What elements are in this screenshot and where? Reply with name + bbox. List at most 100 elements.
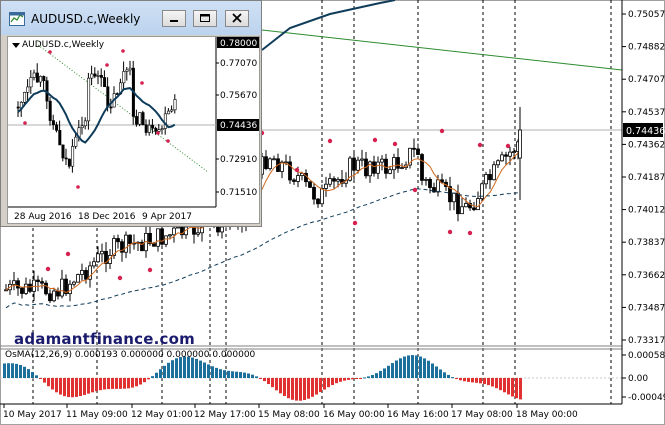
candle-body — [312, 186, 316, 200]
osma-bar — [471, 378, 474, 383]
inset-fractal-marker — [76, 185, 80, 189]
candle-body — [172, 227, 176, 236]
candle-body — [508, 151, 512, 157]
osma-bar — [251, 374, 254, 378]
inset-candle-body — [135, 116, 139, 125]
inset-candle-body — [144, 124, 148, 133]
candle-body — [16, 280, 20, 289]
osma-bar — [223, 370, 226, 378]
candle-body — [518, 129, 522, 159]
osma-bar — [11, 363, 14, 378]
osma-bar — [235, 371, 238, 378]
osma-bar — [255, 376, 258, 378]
candle-body — [380, 158, 384, 163]
candle-body — [480, 183, 484, 199]
inset-chart-label: AUDUSD.c,Weekly — [22, 40, 105, 50]
candle-body — [156, 228, 160, 247]
close-button[interactable] — [225, 10, 249, 27]
inset-time-label: 18 Dec 2016 — [78, 212, 136, 222]
close-icon — [232, 13, 242, 23]
inset-candle-body — [128, 67, 132, 71]
candle-body — [88, 265, 92, 280]
candle-body — [96, 253, 100, 263]
candle-body — [104, 250, 108, 264]
inset-candle-body — [87, 77, 91, 122]
fractals — [45, 128, 511, 281]
osma-bar — [27, 369, 30, 378]
candle-body — [216, 226, 220, 233]
slow-ma-line — [5, 188, 519, 309]
osma-bar — [507, 378, 510, 395]
candle-body — [128, 234, 132, 245]
osma-bar — [99, 378, 102, 391]
fractal-marker — [372, 137, 378, 143]
current-price-value: 0.74436 — [626, 126, 665, 137]
price-axis: 0.75057 0.74882 0.74707 0.74537 0.74362 0.741… — [622, 10, 665, 346]
inset-fractal-marker — [23, 121, 27, 125]
minimize-button[interactable] — [162, 10, 186, 27]
inset-top-price: 0.78000 — [220, 39, 257, 49]
fractal-marker — [447, 229, 453, 235]
inset-candle-body — [106, 86, 110, 108]
candle-body — [52, 290, 56, 302]
trendline[interactable] — [261, 29, 623, 71]
osma-bar — [315, 378, 318, 395]
osma-bar — [439, 369, 442, 378]
candle-body — [200, 226, 204, 234]
osma-bar — [187, 356, 190, 378]
inset-candle-body — [154, 127, 158, 132]
inset-time-label: 28 Aug 2016 — [14, 212, 72, 222]
inset-current-price: 0.74436 — [220, 121, 257, 131]
dropdown-triangle-icon[interactable] — [11, 42, 21, 50]
osma-bar — [63, 378, 66, 397]
inset-window-weekly[interactable]: AUDUSD.c,Weekly 0.77070 0.75670 0.72910 0.7… — [0, 0, 262, 227]
osma-bar — [55, 378, 58, 393]
inset-candle-body — [51, 120, 55, 126]
current-price-tag — [623, 123, 663, 137]
chart-window-icon — [9, 12, 25, 26]
osma-bar — [191, 357, 194, 378]
candle-body — [500, 154, 504, 162]
inset-candle-body — [170, 109, 174, 112]
osma-histogram — [3, 355, 522, 401]
osma-bar — [443, 372, 446, 378]
inset-window-title: AUDUSD.c,Weekly — [31, 12, 141, 26]
osma-bar — [415, 355, 418, 378]
osma-bar — [311, 378, 314, 397]
osma-bar — [323, 378, 326, 390]
candle-body — [12, 280, 16, 285]
inset-chart-area[interactable]: 0.77070 0.75670 0.72910 0.71510 28 Aug 2016… — [7, 36, 260, 224]
candle-body — [512, 151, 516, 153]
osma-bar — [123, 378, 126, 389]
osma-bar — [327, 378, 330, 388]
candle-body — [424, 178, 428, 181]
osma-bar — [239, 372, 242, 378]
inset-time-axis: 28 Aug 2016 18 Dec 2016 9 Apr 2017 — [14, 212, 192, 222]
candle-body — [176, 226, 180, 229]
candle-body — [284, 161, 288, 164]
inset-candle-body — [122, 71, 126, 84]
inset-titlebar[interactable]: AUDUSD.c,Weekly — [1, 1, 261, 35]
osma-bar — [503, 378, 506, 393]
time-tick-label: 18 May 00:00 — [516, 410, 578, 420]
time-tick-label: 12 May 17:00 — [194, 410, 256, 420]
osma-bar — [171, 360, 174, 378]
osma-bar — [347, 378, 350, 380]
osma-bar — [87, 378, 90, 394]
osma-bar — [195, 358, 198, 378]
candle-body — [192, 226, 196, 235]
fractal-marker — [505, 143, 511, 149]
osma-bar — [391, 363, 394, 378]
maximize-button[interactable] — [193, 10, 217, 27]
osma-bar — [259, 378, 262, 379]
price-tick-label: 0.75057 — [628, 10, 665, 20]
inset-chart[interactable]: 0.77070 0.75670 0.72910 0.71510 28 Aug 2016… — [8, 37, 259, 223]
osma-bar — [431, 363, 434, 378]
osma-bar — [211, 366, 214, 378]
inset-fractal-marker — [156, 131, 160, 135]
candle-body — [160, 228, 164, 245]
price-tick-label: 0.74537 — [628, 108, 665, 118]
inset-candle-body — [67, 158, 71, 167]
candle-body — [308, 181, 312, 188]
inset-candle-body — [80, 125, 84, 129]
